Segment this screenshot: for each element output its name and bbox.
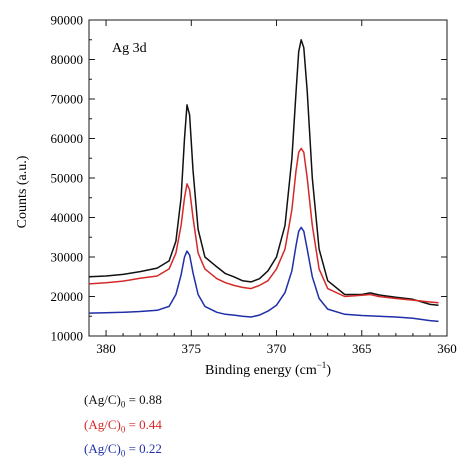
legend-value: = 0.88: [125, 392, 162, 407]
x-axis-label-unit-exponent: −1: [317, 360, 327, 370]
legend-entry-2: (Ag/C)0 = 0.44: [84, 415, 162, 440]
series-line-2: [88, 147, 439, 304]
y-axis-label: Counts (a.u.): [15, 155, 30, 228]
x-tick-label: 375: [182, 341, 202, 356]
y-tick-label: 30000: [51, 250, 84, 265]
legend-value: = 0.22: [125, 441, 162, 457]
x-tick-label: 360: [437, 341, 457, 356]
legend-label: (Ag/C): [84, 441, 121, 457]
y-tick-label: 20000: [51, 289, 84, 304]
y-tick-label: 60000: [51, 131, 84, 146]
y-axis-ticks: 10000 20000 30000 40000 50000 60000 70000 80000…: [51, 13, 447, 344]
y-tick-label: 40000: [51, 210, 84, 225]
legend: (Ag/C)0 = 0.88 (Ag/C)0 = 0.44 (Ag/C)0 = 0.…: [84, 390, 162, 464]
x-tick-label: 365: [352, 341, 372, 356]
legend-label-subscript: 0: [120, 424, 126, 435]
series-line-3: [88, 226, 439, 323]
chart-annotation: Ag 3d: [112, 41, 147, 56]
x-axis-label: Binding energy (cm−1): [205, 360, 331, 378]
series-line-1: [88, 39, 439, 306]
legend-label: (Ag/C): [84, 392, 121, 407]
legend-label-subscript: 0: [120, 448, 126, 459]
legend-value: = 0.44: [125, 416, 162, 432]
legend-label-subscript: 0: [120, 399, 126, 410]
x-axis-label-text: Binding energy (cm: [205, 363, 317, 378]
x-tick-label: 370: [267, 341, 287, 356]
legend-label: (Ag/C): [84, 416, 121, 432]
plot-frame: [88, 19, 448, 337]
x-tick-label: 380: [96, 341, 116, 356]
y-tick-label: 90000: [51, 13, 84, 28]
y-tick-label: 50000: [51, 171, 84, 186]
x-axis-label-close: ): [326, 363, 331, 378]
legend-entry-3: (Ag/C)0 = 0.22: [84, 439, 162, 464]
legend-entry-1: (Ag/C)0 = 0.88: [84, 390, 162, 415]
x-axis-ticks: 380 375 370 365 360: [88, 20, 457, 356]
y-tick-label: 80000: [51, 52, 84, 67]
y-tick-label: 10000: [51, 329, 84, 344]
series-lines: [88, 39, 439, 323]
y-tick-label: 70000: [51, 92, 84, 107]
